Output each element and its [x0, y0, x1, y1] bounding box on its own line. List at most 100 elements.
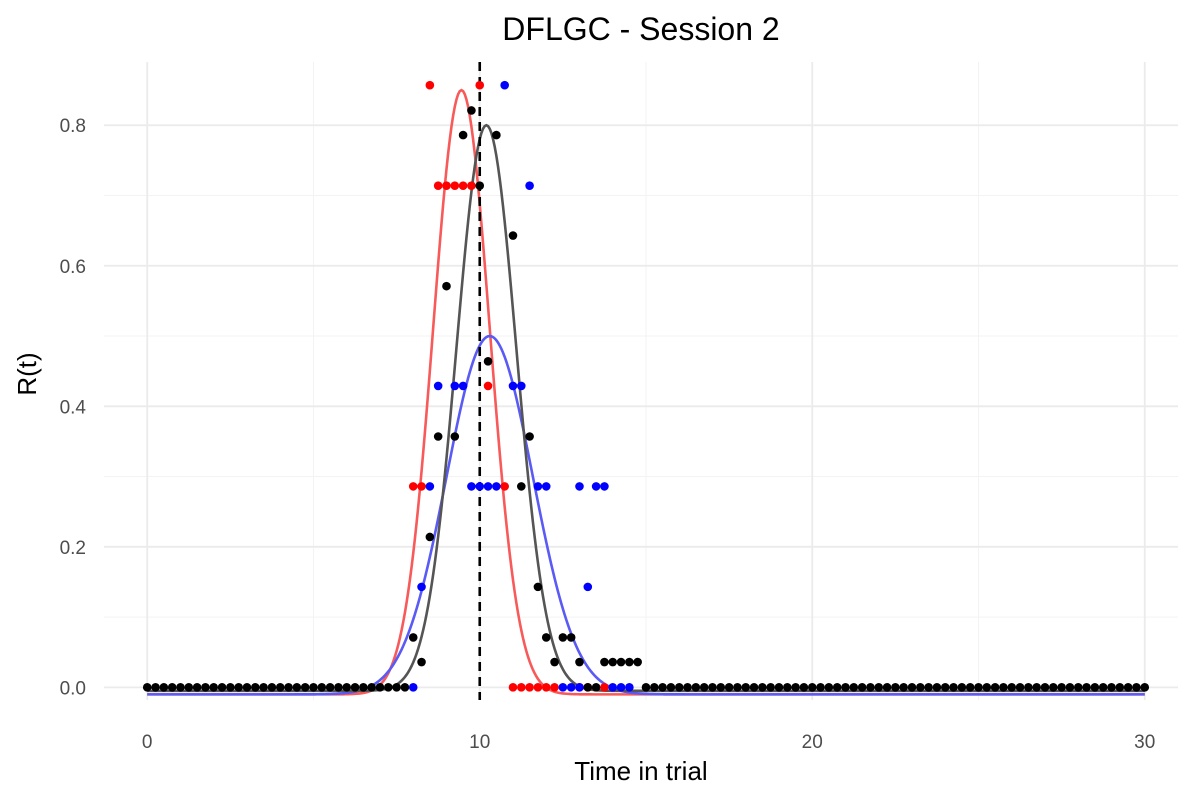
- data-point-series-1: [533, 482, 543, 491]
- data-point-series-2: [824, 683, 834, 692]
- data-point-series-2: [816, 683, 825, 692]
- data-point-series-1: [516, 381, 526, 391]
- data-point-series-1: [450, 381, 460, 391]
- data-point-series-2: [176, 683, 185, 692]
- data-point-series-2: [1032, 683, 1041, 692]
- data-point-series-2: [167, 683, 177, 692]
- data-point-series-2: [591, 683, 601, 692]
- data-point-series-1: [458, 381, 468, 391]
- data-point-series-1: [492, 482, 501, 491]
- data-point-series-2: [575, 657, 584, 667]
- data-point-series-0: [467, 181, 476, 190]
- data-point-series-2: [849, 683, 859, 692]
- data-point-series-1: [575, 683, 584, 692]
- data-point-series-2: [799, 683, 809, 692]
- data-point-series-1: [575, 482, 584, 491]
- data-point-series-0: [533, 683, 543, 692]
- data-point-series-1: [558, 683, 568, 692]
- data-point-series-2: [658, 683, 667, 692]
- data-point-series-2: [650, 683, 659, 692]
- data-point-series-2: [334, 683, 343, 692]
- data-point-series-2: [433, 432, 443, 441]
- data-point-series-2: [284, 683, 293, 692]
- data-point-series-2: [458, 130, 468, 140]
- data-point-series-2: [957, 683, 967, 692]
- data-point-series-2: [317, 683, 327, 692]
- data-point-series-0: [600, 683, 609, 692]
- data-point-series-2: [359, 683, 368, 692]
- data-point-series-2: [292, 683, 302, 692]
- data-point-series-2: [425, 532, 435, 542]
- data-point-series-2: [616, 657, 626, 667]
- data-point-series-2: [1065, 683, 1075, 692]
- data-point-series-2: [408, 633, 418, 642]
- data-point-series-2: [259, 683, 268, 692]
- y-tick-label: 0.8: [60, 116, 86, 137]
- y-axis-ticks: 0.0 0.2 0.4 0.6 0.8: [60, 116, 87, 699]
- data-point-series-2: [674, 683, 684, 692]
- data-point-series-2: [999, 683, 1008, 692]
- data-point-series-2: [633, 657, 642, 667]
- data-point-series-2: [857, 683, 867, 692]
- data-point-series-2: [741, 683, 751, 692]
- data-point-series-2: [666, 683, 676, 692]
- x-axis-title: Time in trial: [574, 756, 707, 786]
- data-point-series-0: [458, 181, 468, 190]
- data-point-series-1: [425, 482, 435, 491]
- data-point-series-2: [641, 683, 651, 692]
- data-point-series-0: [483, 381, 493, 391]
- data-point-series-2: [1123, 683, 1133, 692]
- data-point-series-2: [417, 657, 426, 667]
- data-point-series-2: [990, 683, 1000, 692]
- data-point-series-1: [433, 381, 443, 391]
- data-point-series-2: [1090, 683, 1100, 692]
- data-point-series-2: [309, 683, 318, 692]
- data-point-series-2: [625, 657, 634, 667]
- data-point-series-2: [982, 683, 992, 692]
- data-point-series-1: [541, 482, 551, 491]
- data-point-series-0: [450, 181, 460, 190]
- data-point-series-2: [1082, 683, 1091, 692]
- data-point-series-1: [417, 582, 426, 592]
- data-point-series-0: [500, 482, 509, 491]
- data-point-series-2: [533, 582, 543, 592]
- data-point-series-2: [949, 683, 958, 692]
- data-point-series-2: [841, 683, 850, 692]
- data-point-series-2: [600, 657, 609, 667]
- data-point-series-1: [408, 683, 418, 692]
- data-point-series-2: [899, 683, 908, 692]
- data-point-series-2: [924, 683, 933, 692]
- data-point-series-2: [201, 683, 210, 692]
- data-point-series-2: [558, 633, 568, 642]
- data-point-series-2: [716, 683, 726, 692]
- data-point-series-2: [1073, 683, 1083, 692]
- data-point-series-2: [467, 106, 476, 115]
- data-point-series-0: [475, 80, 485, 90]
- data-point-series-2: [242, 683, 252, 692]
- data-point-series-0: [541, 683, 551, 692]
- data-point-series-1: [525, 181, 534, 190]
- x-tick-label: 0: [142, 732, 153, 753]
- data-point-series-1: [475, 482, 485, 491]
- data-point-series-2: [217, 683, 227, 692]
- data-point-series-2: [1049, 683, 1058, 692]
- data-point-series-2: [708, 683, 717, 692]
- data-point-series-2: [300, 683, 310, 692]
- data-point-series-2: [891, 683, 900, 692]
- x-tick-label: 10: [469, 732, 490, 753]
- data-point-series-2: [932, 683, 942, 692]
- data-point-series-1: [591, 482, 601, 491]
- data-point-series-2: [758, 683, 767, 692]
- data-point-series-2: [724, 683, 734, 692]
- data-point-series-2: [483, 357, 493, 366]
- data-point-series-0: [525, 683, 534, 692]
- data-point-series-1: [483, 482, 493, 491]
- y-tick-label: 0.4: [60, 397, 87, 418]
- data-point-series-2: [367, 683, 376, 692]
- data-point-series-2: [783, 683, 792, 692]
- data-point-series-2: [832, 683, 842, 692]
- data-point-series-2: [774, 683, 784, 692]
- data-point-series-2: [234, 683, 243, 692]
- x-axis-ticks: 0 10 20 30: [142, 732, 1155, 753]
- data-point-series-2: [492, 130, 501, 140]
